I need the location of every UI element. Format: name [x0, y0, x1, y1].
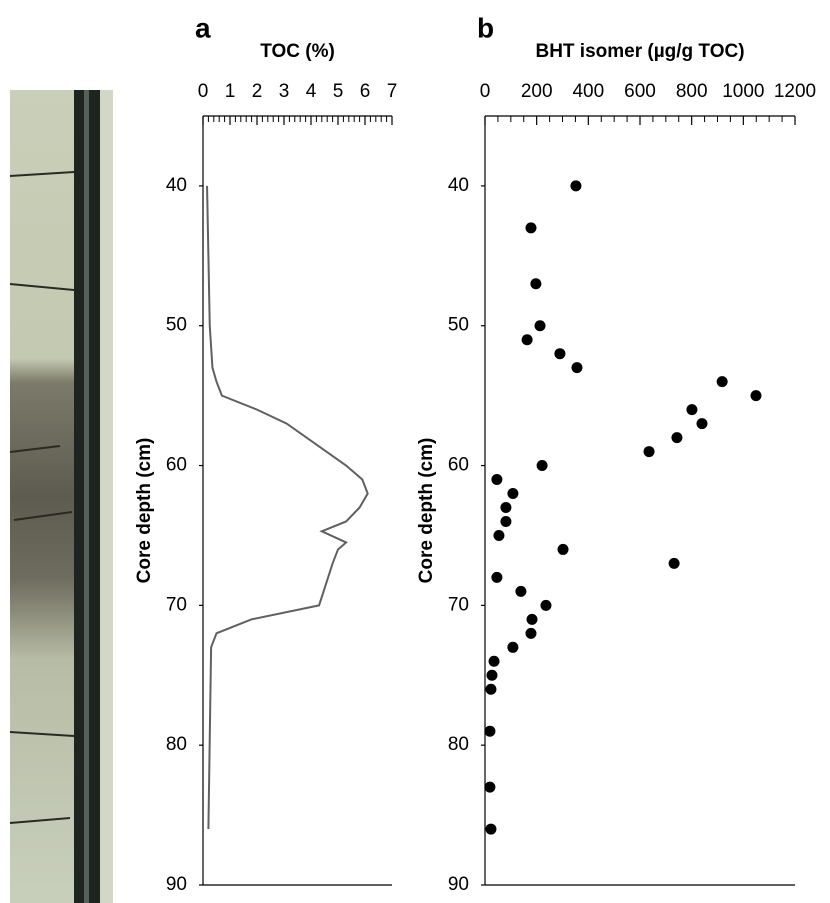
x-tick-label: 0	[198, 81, 209, 102]
x-tick-label: 800	[676, 81, 708, 102]
data-point	[716, 376, 728, 388]
data-point	[557, 543, 569, 555]
y-axis-label: Core depth (cm)	[416, 438, 437, 584]
x-tick-label: 3	[279, 81, 290, 102]
data-point	[484, 781, 496, 793]
y-tick-label: 40	[448, 175, 469, 196]
data-point	[493, 529, 505, 541]
data-point	[488, 655, 500, 667]
x-tick-label: 200	[521, 81, 553, 102]
x-tick-label: 6	[360, 81, 371, 102]
data-point	[570, 180, 582, 192]
y-tick-label: 80	[166, 734, 187, 755]
y-tick-label: 90	[166, 874, 187, 895]
data-point	[554, 348, 566, 360]
x-tick-label: 2	[252, 81, 263, 102]
y-tick-label: 70	[448, 594, 469, 615]
data-point	[526, 613, 538, 625]
x-tick-label: 5	[333, 81, 344, 102]
x-tick-label: 1000	[722, 81, 764, 102]
y-tick-label: 80	[448, 734, 469, 755]
data-point	[500, 501, 512, 513]
data-point	[507, 488, 519, 500]
data-point	[486, 669, 498, 681]
data-point	[696, 418, 708, 430]
data-point	[643, 446, 655, 458]
data-point	[530, 278, 542, 290]
y-tick-label: 70	[166, 594, 187, 615]
y-tick-label: 50	[166, 315, 187, 336]
data-point	[536, 460, 548, 472]
y-tick-label: 60	[448, 455, 469, 476]
core-photo	[9, 90, 113, 903]
chart-title: BHT isomer (µg/g TOC)	[535, 41, 744, 62]
x-tick-label: 7	[387, 81, 398, 102]
data-point	[491, 571, 503, 583]
toc-line	[206, 185, 369, 830]
data-point	[534, 320, 546, 332]
data-point	[571, 362, 583, 374]
y-tick-label: 60	[166, 455, 187, 476]
data-point	[671, 432, 683, 444]
data-point	[525, 222, 537, 234]
y-axis-label: Core depth (cm)	[134, 438, 155, 584]
y-tick-label: 90	[448, 874, 469, 895]
data-point	[507, 641, 519, 653]
data-point	[515, 585, 527, 597]
panel-label: a	[195, 12, 211, 43]
x-tick-label: 4	[306, 81, 317, 102]
chart-title: TOC (%)	[260, 41, 335, 62]
y-tick-label: 50	[448, 315, 469, 336]
data-point	[500, 515, 512, 527]
data-point	[491, 474, 503, 486]
data-point	[521, 334, 533, 346]
data-point	[540, 599, 552, 611]
y-tick-label: 40	[166, 175, 187, 196]
data-point	[668, 557, 680, 569]
x-tick-label: 0	[480, 81, 491, 102]
data-point	[484, 725, 496, 737]
x-tick-label: 1200	[774, 81, 816, 102]
x-tick-label: 400	[572, 81, 604, 102]
data-point	[686, 404, 698, 416]
data-point	[525, 627, 537, 639]
data-point	[485, 683, 497, 695]
data-point	[485, 823, 497, 835]
data-point	[750, 390, 762, 402]
panel-label: b	[477, 12, 494, 43]
x-tick-label: 600	[624, 81, 656, 102]
x-tick-label: 1	[225, 81, 236, 102]
